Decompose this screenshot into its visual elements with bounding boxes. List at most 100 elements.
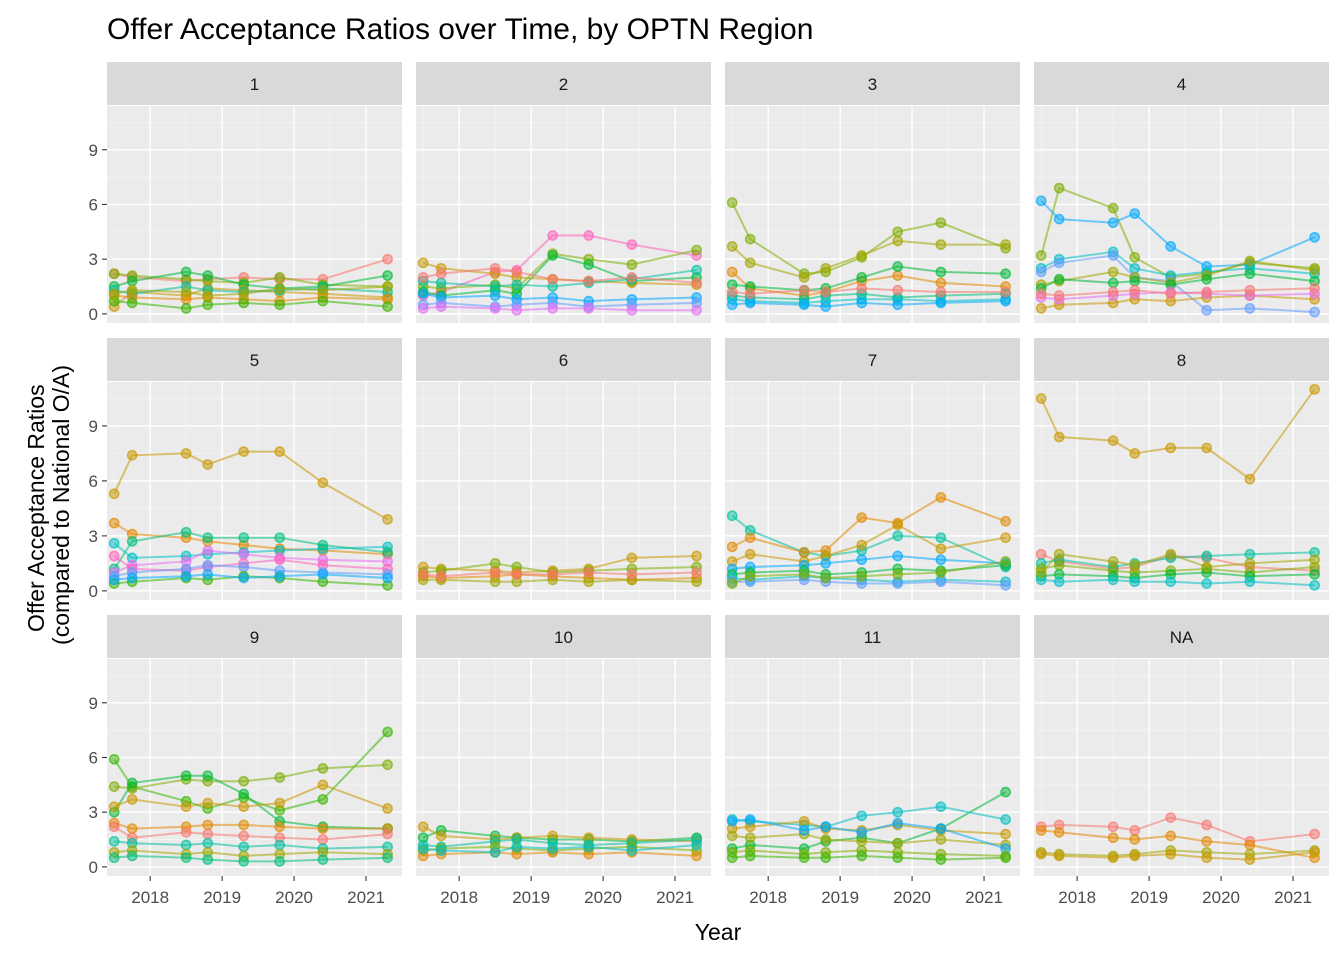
data-point [202,569,214,580]
data-point [1053,559,1065,571]
facet-strip [416,338,711,381]
data-point [382,726,393,738]
data-point [856,554,868,566]
data-point [726,815,738,827]
chart-title: Offer Acceptance Ratios over Time, by OP… [107,13,813,46]
data-point [744,850,756,862]
data-point [417,288,429,300]
data-point [856,810,868,822]
data-point [1201,442,1213,454]
series-line [114,258,388,283]
data-point [317,569,329,580]
facet-panel-5: 5 0 3 6 9 [89,338,402,601]
data-point [489,567,501,578]
data-point [180,570,192,582]
data-point [1035,825,1047,836]
facet-strip-label: 4 [1177,75,1186,94]
data-point [417,257,429,269]
data-point [626,845,638,856]
data-point [435,277,447,289]
series-line [422,825,697,843]
data-point [1244,854,1256,865]
data-point [238,532,250,544]
data-point [726,266,738,278]
data-point [798,815,810,827]
series-line [114,294,388,303]
data-point [180,826,192,838]
data-point [202,770,214,782]
data-point [1129,208,1141,219]
series-line [422,261,697,286]
series-line [113,564,388,578]
data-point [126,275,138,287]
data-point [1107,574,1119,586]
facet-strip-label: 5 [250,351,259,370]
series-line [113,450,389,521]
data-point [583,275,595,287]
series-line [422,292,697,303]
data-point [1053,850,1065,862]
facet-panel-8: 8 [1034,338,1329,600]
data-point [1309,846,1320,858]
data-point [108,550,120,562]
data-point [935,239,947,250]
data-point [417,272,429,283]
data-point [1129,825,1141,836]
data-point [108,836,120,847]
data-point [274,272,286,283]
data-point [1000,786,1011,798]
data-point [1165,848,1177,860]
data-point [726,830,738,842]
y-axis-title: Offer Acceptance Ratios (compared to Nat… [23,365,74,645]
data-point [1053,826,1065,838]
data-point [820,821,832,833]
data-point [108,268,120,280]
data-point [108,753,120,765]
facet-panel-7: 7 [725,338,1020,600]
data-point [1053,213,1065,225]
x-tick-label: 2020 [1202,888,1240,907]
x-tick-label: 2018 [749,888,787,907]
series-line [113,522,388,556]
data-point [726,541,738,553]
data-point [892,530,904,542]
data-point [547,569,559,580]
data-point [798,284,810,296]
facet-strip-label: 2 [559,75,568,94]
data-point [180,839,192,851]
panel-background [416,106,711,323]
data-point [1000,239,1011,250]
data-point [935,823,947,834]
data-point [180,801,192,813]
data-point [892,852,904,864]
data-point [1129,850,1141,862]
facet-strip-label: 9 [250,628,259,647]
facet-strip [1034,338,1329,381]
data-point [1000,814,1011,825]
data-point [1309,231,1320,243]
data-point [1035,195,1047,207]
data-point [856,850,868,862]
x-tick-label: 2020 [893,888,931,907]
data-point [691,850,702,862]
data-point [1201,550,1213,562]
data-point [489,558,501,569]
data-point [820,558,832,569]
data-point [202,299,214,311]
data-point [202,797,214,809]
data-point [108,488,120,500]
series-line [423,578,697,583]
data-point [126,284,138,296]
data-point [820,301,832,312]
data-point [202,290,214,301]
data-point [820,834,832,845]
data-point [726,299,738,311]
data-point [1244,558,1256,569]
facet-panel-9: 9 0 3 6 9 2018 2019 2020 2021 [89,615,402,907]
data-point [583,303,595,314]
data-point [856,570,868,582]
data-point [892,569,904,580]
data-point [935,277,947,289]
data-point [583,230,595,241]
data-point [1000,556,1011,567]
